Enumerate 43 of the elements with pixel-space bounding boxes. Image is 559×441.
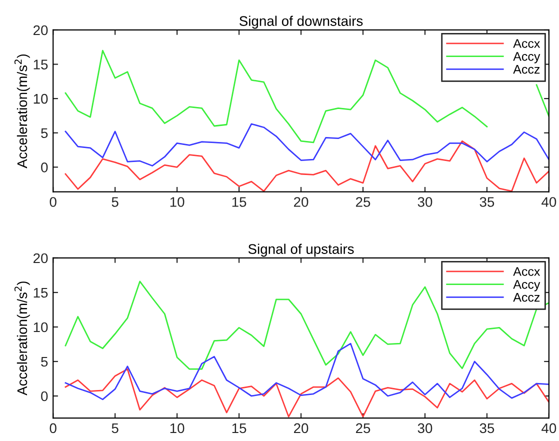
line-series <box>64 280 549 370</box>
x-tick-label: 0 <box>50 423 56 434</box>
y-tick-label: 20 <box>33 253 48 264</box>
x-tick-label: 25 <box>356 423 370 434</box>
y-tick-label: 5 <box>41 356 48 367</box>
x-tick-label: 5 <box>112 197 118 207</box>
line-series <box>64 342 549 400</box>
x-tick-label: 30 <box>418 197 432 207</box>
line-series <box>64 368 549 418</box>
y-tick-label: 5 <box>41 128 48 138</box>
x-tick-label: 35 <box>480 423 494 434</box>
y-tick-label: 15 <box>34 288 48 298</box>
y-tick-label: 10 <box>34 322 48 332</box>
x-tick-label: 40 <box>542 423 556 434</box>
legend-label: Accy <box>513 52 540 64</box>
chart-title: Signal of upstairs <box>248 244 354 257</box>
line-series <box>64 123 549 166</box>
x-tick-label: 20 <box>294 197 308 207</box>
y-axis-title: Acceleration(m/s$^{2}$) <box>14 282 30 396</box>
y-axis-title: Acceleration(m/s$^{2}$) <box>14 54 30 168</box>
x-tick-label: 35 <box>480 197 494 207</box>
x-tick-label: 25 <box>356 197 370 207</box>
x-tick-label: 10 <box>170 423 184 434</box>
y-tick-label: 15 <box>34 60 48 70</box>
x-tick-label: 15 <box>232 423 246 434</box>
y-tick-label: 0 <box>41 391 48 402</box>
x-tick-label: 5 <box>112 423 118 434</box>
x-tick-label: 0 <box>50 197 56 207</box>
legend-label: Accz <box>513 65 540 74</box>
x-tick-label: 30 <box>418 423 432 434</box>
x-tick-label: 40 <box>542 197 556 207</box>
chart-title: Signal of downstairs <box>240 16 363 29</box>
legend-label: Accx <box>513 39 540 48</box>
y-tick-label: 20 <box>33 25 48 36</box>
x-tick-label: 15 <box>232 197 246 207</box>
legend-label: Accy <box>513 280 540 292</box>
x-tick-label: 10 <box>170 197 184 207</box>
y-tick-label: 0 <box>41 162 48 172</box>
legend-label: Accx <box>513 267 540 276</box>
y-tick-label: 10 <box>34 94 48 104</box>
legend-label: Accz <box>513 293 540 302</box>
line-series <box>64 140 549 192</box>
x-tick-label: 20 <box>294 423 308 434</box>
